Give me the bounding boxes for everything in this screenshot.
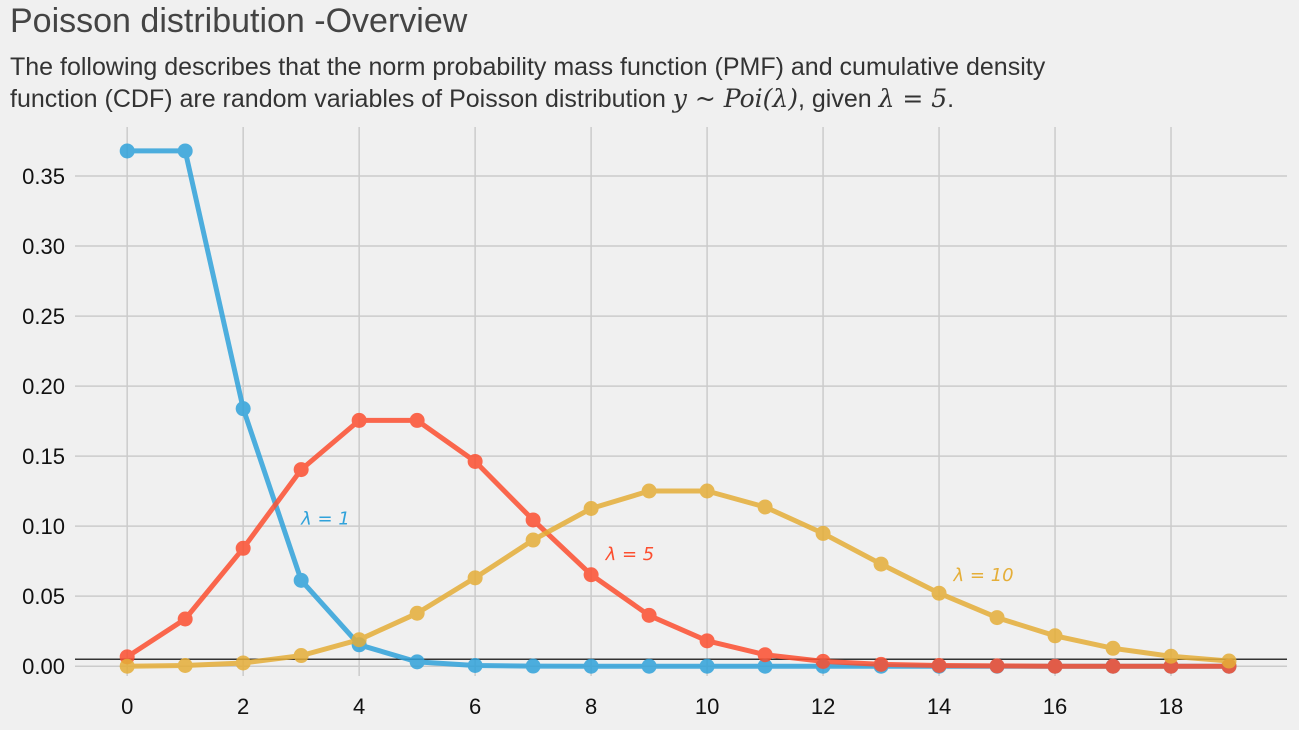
y-tick-label-3: 0.15	[22, 444, 65, 469]
series-0	[119, 143, 1237, 674]
series-0-point-11	[757, 658, 773, 674]
x-tick-label-14: 14	[927, 694, 951, 719]
series-2-label: λ = 10	[953, 565, 1014, 586]
series-0-label: λ = 1	[300, 509, 350, 530]
x-tick-label-16: 16	[1043, 694, 1067, 719]
series-1-point-3	[293, 462, 309, 478]
series-1-label: λ = 5	[605, 544, 655, 565]
series-2-point-2	[235, 655, 251, 671]
series-1-point-2	[235, 540, 251, 556]
series-2-point-10	[699, 483, 715, 499]
series-2-point-12	[815, 525, 831, 541]
x-tick-label-18: 18	[1159, 694, 1183, 719]
y-tick-label-5: 0.25	[22, 304, 65, 329]
y-tick-label-1: 0.05	[22, 584, 65, 609]
series-2-point-19	[1221, 653, 1237, 669]
series-2-point-6	[467, 570, 483, 586]
chart-subtitle: The following describes that the norm pr…	[10, 52, 1045, 115]
series-2-point-7	[525, 532, 541, 548]
series-0-point-7	[525, 658, 541, 674]
y-tick-label-7: 0.35	[22, 164, 65, 189]
series-2-point-13	[873, 556, 889, 572]
series-labels: λ = 1 λ = 5 λ = 10	[300, 509, 1013, 586]
series-1-point-17	[1105, 658, 1121, 674]
series-2-point-0	[119, 658, 135, 674]
subtitle-line-2-mid: , given	[797, 85, 879, 113]
series-2-point-1	[177, 657, 193, 673]
series-layer	[119, 143, 1237, 674]
x-tick-label-0: 0	[121, 694, 133, 719]
subtitle-line-2: function (CDF) are random variables of P…	[10, 83, 1045, 115]
series-2-point-5	[409, 605, 425, 621]
x-tick-label-10: 10	[695, 694, 719, 719]
series-2-point-16	[1047, 628, 1063, 644]
x-tick-label-6: 6	[469, 694, 481, 719]
series-1-point-8	[583, 567, 599, 583]
series-2-point-11	[757, 499, 773, 515]
series-1-point-6	[467, 453, 483, 469]
series-2-point-3	[293, 648, 309, 664]
series-1-point-11	[757, 647, 773, 663]
series-1-point-14	[931, 657, 947, 673]
series-2-point-4	[351, 632, 367, 648]
series-0-point-9	[641, 658, 657, 674]
series-1-point-15	[989, 658, 1005, 674]
series-2-point-17	[1105, 640, 1121, 656]
series-1-point-13	[873, 656, 889, 672]
series-0-point-0	[119, 143, 135, 159]
series-1-point-12	[815, 653, 831, 669]
series-0-point-10	[699, 658, 715, 674]
subtitle-line-1: The following describes that the norm pr…	[10, 53, 1046, 81]
grid-lines	[75, 127, 1287, 676]
series-2	[119, 483, 1237, 674]
series-1-point-10	[699, 633, 715, 649]
series-0-point-8	[583, 658, 599, 674]
series-1-point-1	[177, 611, 193, 627]
tick-labels: 0 2 4 6 8 10 12 14 16 18 0.00 0.05 0.10 0.15 0.20 0.25 0…	[22, 164, 1183, 719]
series-1-point-4	[351, 412, 367, 428]
subtitle-math-lambda: λ = 5	[878, 84, 948, 113]
series-0-point-3	[293, 572, 309, 588]
series-0-point-6	[467, 657, 483, 673]
series-2-point-9	[641, 483, 657, 499]
series-1-point-7	[525, 512, 541, 528]
series-2-point-18	[1163, 648, 1179, 664]
y-tick-label-0: 0.00	[22, 654, 65, 679]
series-0-line	[124, 148, 1232, 669]
series-0-point-2	[235, 401, 251, 417]
series-1-point-5	[409, 412, 425, 428]
series-2-line	[124, 488, 1232, 669]
subtitle-line-2-prefix: function (CDF) are random variables of P…	[10, 85, 673, 113]
y-tick-label-4: 0.20	[22, 374, 65, 399]
series-2-point-14	[931, 585, 947, 601]
y-tick-label-6: 0.30	[22, 234, 65, 259]
series-0-point-5	[409, 654, 425, 670]
chart-title: Poisson distribution -Overview	[10, 2, 468, 40]
series-1-point-9	[641, 607, 657, 623]
subtitle-math-distribution: y ~ Poi(λ)	[672, 84, 798, 113]
x-tick-label-8: 8	[585, 694, 597, 719]
series-2-point-8	[583, 500, 599, 516]
series-1-line	[124, 417, 1232, 669]
y-tick-label-2: 0.10	[22, 514, 65, 539]
x-tick-label-12: 12	[811, 694, 835, 719]
series-2-point-15	[989, 610, 1005, 626]
series-0-point-1	[177, 143, 193, 159]
x-tick-label-4: 4	[353, 694, 365, 719]
series-1-point-16	[1047, 658, 1063, 674]
x-tick-label-2: 2	[237, 694, 249, 719]
subtitle-line-2-suffix: .	[947, 85, 955, 113]
